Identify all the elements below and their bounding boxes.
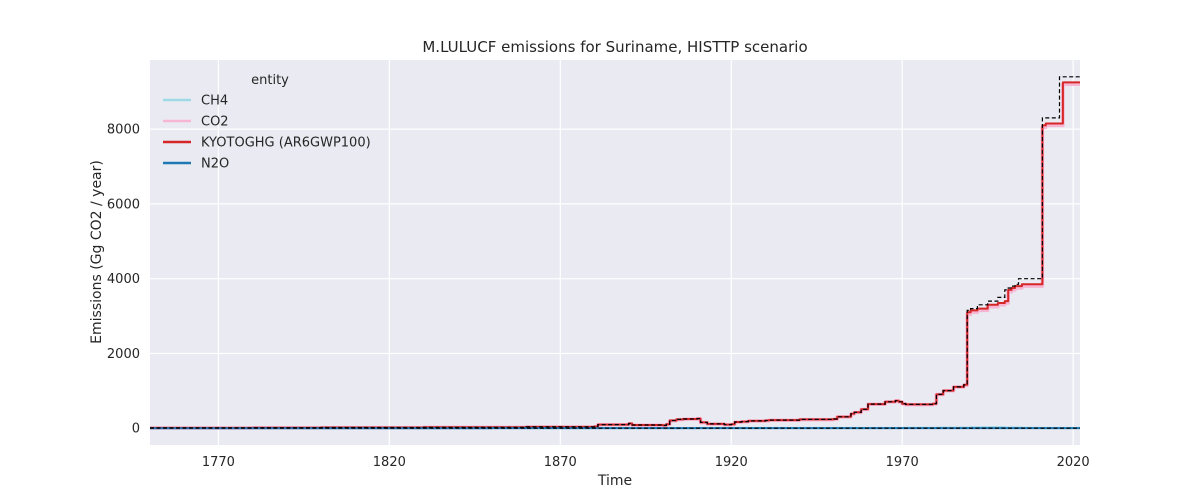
x-axis-label: Time: [597, 473, 632, 489]
tick-labels: 1770 1820 1870 1920 1970 2020 0 2000 4000 6000 800…: [107, 123, 1090, 470]
y-tick-label: 4000: [107, 272, 140, 287]
y-tick-label: 8000: [107, 123, 140, 138]
plot-background: [150, 60, 1080, 445]
legend-entry-label: N2O: [201, 157, 229, 172]
x-tick-label: 1870: [544, 455, 577, 470]
legend: entity CH4 CO2 KYOTOGHG (AR6GWP100) N2O: [163, 73, 371, 172]
x-tick-label: 1820: [373, 455, 406, 470]
x-tick-label: 1970: [886, 455, 919, 470]
legend-entry-label: CH4: [201, 94, 228, 109]
overlay-layer: [150, 76, 1080, 429]
x-tick-label: 1770: [202, 455, 235, 470]
y-tick-label: 2000: [107, 347, 140, 362]
legend-title: entity: [251, 73, 289, 88]
x-tick-label: 1920: [715, 455, 748, 470]
legend-entry-label: CO2: [201, 115, 229, 130]
x-tick-label: 2020: [1057, 455, 1090, 470]
y-tick-label: 0: [132, 422, 140, 437]
y-axis-label: Emissions (Gg CO2 / year): [89, 160, 105, 344]
chart-title: M.LULUCF emissions for Suriname, HISTTP …: [422, 38, 807, 56]
legend-entry-label: KYOTOGHG (AR6GWP100): [201, 136, 371, 151]
dashed-overlay-line: [150, 76, 1080, 429]
y-tick-label: 6000: [107, 197, 140, 212]
